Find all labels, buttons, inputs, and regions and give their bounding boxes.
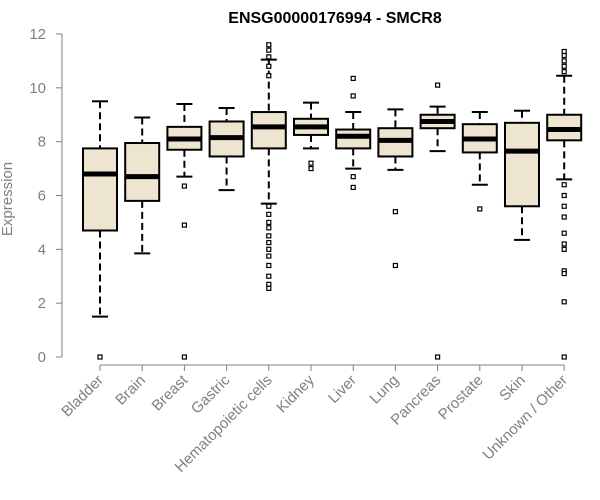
- outlier-point: [561, 48, 567, 55]
- box-gastric: [208, 107, 245, 192]
- outlier-point: [266, 262, 272, 269]
- outlier-point: [392, 262, 398, 269]
- x-tick-label: Prostate: [435, 372, 487, 424]
- outlier-point: [308, 165, 314, 172]
- outlier-point: [561, 192, 567, 199]
- outlier-point: [435, 82, 441, 88]
- y-tick-label: 12: [29, 26, 46, 43]
- outlier-point: [350, 93, 356, 99]
- outlier-point: [266, 285, 272, 291]
- outlier-point: [266, 253, 272, 259]
- outlier-point: [266, 42, 272, 48]
- outlier-point: [266, 63, 272, 69]
- box-kidney: [293, 101, 329, 172]
- outlier-point: [561, 241, 567, 247]
- outlier-point: [266, 73, 272, 79]
- chart-title: ENSG00000176994 - SMCR8: [228, 10, 442, 27]
- outlier-point: [266, 219, 272, 226]
- x-tick-label: Kidney: [273, 371, 318, 416]
- outlier-point: [561, 69, 567, 75]
- outlier-point: [97, 354, 103, 360]
- box-brain: [124, 116, 161, 255]
- box-skin: [504, 109, 540, 241]
- box-iqr: [250, 111, 287, 150]
- y-axis: 0 2 4 6 8 10 12: [29, 26, 63, 366]
- box-unknown-other: [546, 48, 583, 360]
- boxes-group: [82, 42, 583, 360]
- box-iqr: [335, 128, 372, 150]
- outlier-point: [435, 354, 441, 360]
- y-tick-label: 4: [38, 241, 46, 258]
- x-tick-label: Lung: [367, 372, 403, 408]
- outlier-point: [181, 222, 187, 228]
- outlier-point: [181, 354, 187, 360]
- box-hematopoietic-cells: [250, 42, 287, 291]
- x-tick-label: Liver: [325, 372, 360, 407]
- x-tick-label: Brain: [112, 372, 149, 409]
- outlier-point: [266, 211, 272, 217]
- box-prostate: [461, 111, 498, 212]
- outlier-point: [561, 299, 567, 305]
- outlier-point: [350, 174, 356, 180]
- outlier-point: [350, 184, 356, 191]
- outlier-point: [266, 240, 272, 246]
- y-tick-label: 10: [29, 80, 46, 97]
- y-tick-label: 2: [38, 295, 46, 312]
- outlier-point: [308, 160, 314, 166]
- outlier-point: [266, 273, 272, 279]
- outlier-point: [561, 203, 567, 209]
- outlier-point: [561, 214, 567, 220]
- outlier-point: [266, 225, 272, 231]
- outlier-point: [266, 203, 272, 209]
- outlier-point: [477, 206, 483, 212]
- box-liver: [335, 75, 372, 191]
- y-tick-label: 6: [38, 188, 46, 205]
- y-tick-label: 0: [38, 349, 46, 366]
- x-tick-label: Bladder: [58, 372, 107, 421]
- outlier-point: [561, 246, 567, 252]
- box-iqr: [504, 121, 540, 208]
- box-lung: [377, 108, 414, 269]
- outlier-point: [181, 183, 187, 189]
- box-breast: [166, 102, 203, 360]
- outlier-point: [266, 233, 272, 239]
- box-pancreas: [419, 82, 456, 360]
- outlier-point: [561, 354, 567, 360]
- x-tick-label: Skin: [496, 372, 529, 405]
- outlier-point: [266, 47, 272, 53]
- x-tick-label: Breast: [149, 371, 192, 414]
- outlier-point: [561, 230, 567, 236]
- outlier-point: [561, 63, 567, 69]
- box-bladder: [82, 100, 118, 360]
- outlier-point: [350, 75, 356, 82]
- y-axis-label: Expression: [0, 162, 16, 236]
- box-iqr: [82, 147, 118, 232]
- outlier-point: [561, 270, 567, 277]
- outlier-point: [392, 209, 398, 215]
- outlier-point: [561, 58, 567, 64]
- outlier-point: [266, 54, 272, 60]
- outlier-point: [266, 246, 272, 252]
- outlier-point: [561, 52, 567, 59]
- y-tick-label: 8: [38, 134, 46, 151]
- outlier-point: [561, 182, 567, 188]
- box-iqr: [124, 142, 161, 202]
- outlier-point: [266, 281, 272, 287]
